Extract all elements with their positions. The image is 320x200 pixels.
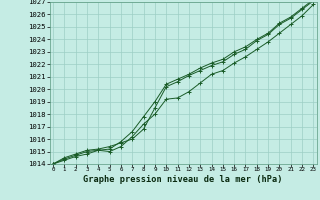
X-axis label: Graphe pression niveau de la mer (hPa): Graphe pression niveau de la mer (hPa) bbox=[84, 175, 283, 184]
